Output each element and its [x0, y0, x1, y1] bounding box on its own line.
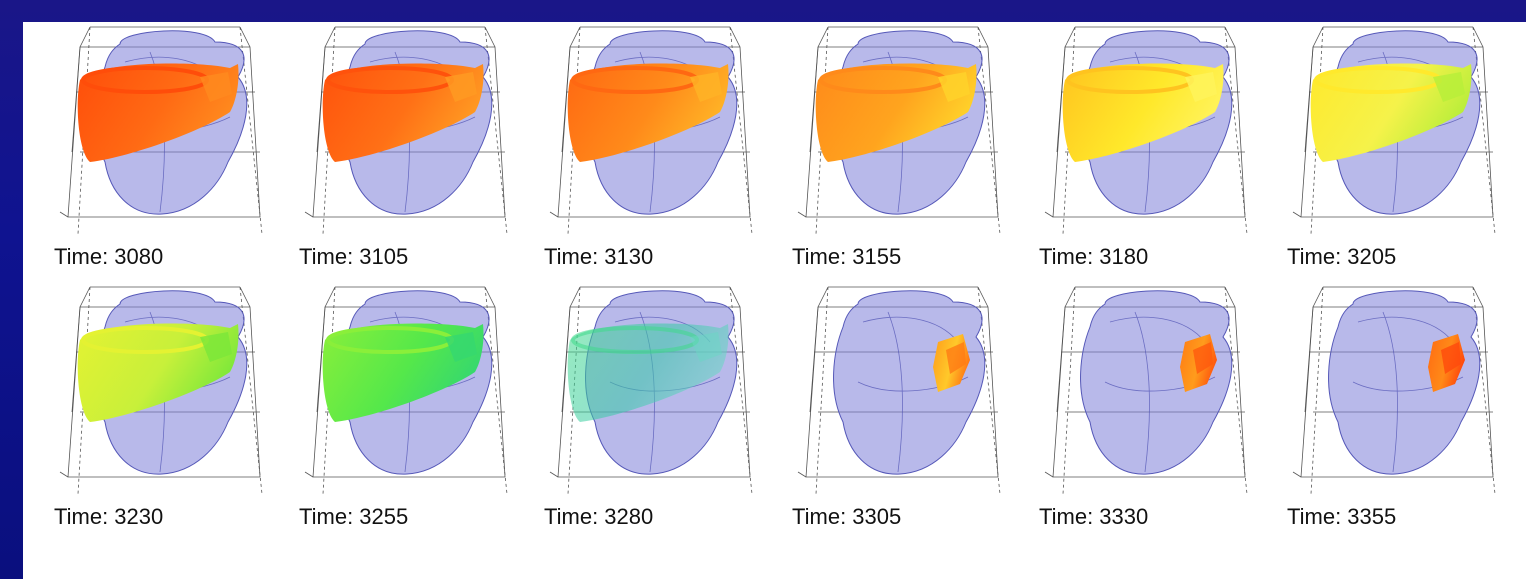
heart-frame-9: Time: 3280 [540, 282, 770, 532]
heart-shell [833, 290, 986, 475]
heart-frame-3: Time: 3130 [540, 22, 770, 272]
excitation-wave [1180, 334, 1217, 392]
excitation-wave [77, 63, 239, 162]
excitation-wave [815, 63, 977, 162]
heart-volume-render [1044, 26, 1248, 235]
heart-volume-render [797, 286, 1001, 495]
time-label: Time: 3105 [299, 244, 409, 269]
excitation-wave [933, 334, 970, 392]
heart-volume-render [797, 26, 1001, 235]
heart-frame-1: Time: 3080 [50, 22, 280, 272]
heart-frame-8: Time: 3255 [295, 282, 525, 532]
excitation-wave [1310, 63, 1472, 162]
excitation-wave [322, 323, 484, 422]
heart-frame-10: Time: 3305 [788, 282, 1018, 532]
excitation-wave [77, 323, 239, 422]
time-label: Time: 3205 [1287, 244, 1397, 269]
heart-shell [1328, 290, 1481, 475]
excitation-wave [1062, 63, 1224, 162]
time-label: Time: 3280 [544, 504, 654, 529]
heart-volume-render [1292, 26, 1496, 235]
heart-volume-render [59, 26, 263, 235]
heart-volume-render [1044, 286, 1248, 495]
heart-shell [1080, 290, 1233, 475]
excitation-wave [567, 63, 729, 162]
heart-frame-12: Time: 3355 [1283, 282, 1513, 532]
excitation-wave [1428, 334, 1465, 392]
heart-frame-4: Time: 3155 [788, 22, 1018, 272]
figure-panel: Time: 3080 Time: 3105 Time: 3130 Time: 3155… [23, 22, 1526, 579]
excitation-wave [322, 63, 484, 162]
heart-volume-render [304, 286, 508, 495]
time-label: Time: 3355 [1287, 504, 1397, 529]
time-label: Time: 3180 [1039, 244, 1149, 269]
heart-volume-render [59, 286, 263, 495]
heart-frame-6: Time: 3205 [1283, 22, 1513, 272]
time-label: Time: 3130 [544, 244, 654, 269]
heart-frame-5: Time: 3180 [1035, 22, 1265, 272]
heart-frame-2: Time: 3105 [295, 22, 525, 272]
heart-volume-render [1292, 286, 1496, 495]
excitation-wave [567, 323, 729, 422]
time-label: Time: 3230 [54, 504, 164, 529]
heart-volume-render [304, 26, 508, 235]
time-label: Time: 3330 [1039, 504, 1149, 529]
heart-volume-render [549, 286, 753, 495]
time-label: Time: 3305 [792, 504, 902, 529]
heart-frame-11: Time: 3330 [1035, 282, 1265, 532]
heart-volume-render [549, 26, 753, 235]
time-label: Time: 3255 [299, 504, 409, 529]
time-label: Time: 3155 [792, 244, 902, 269]
time-label: Time: 3080 [54, 244, 164, 269]
heart-frame-7: Time: 3230 [50, 282, 280, 532]
